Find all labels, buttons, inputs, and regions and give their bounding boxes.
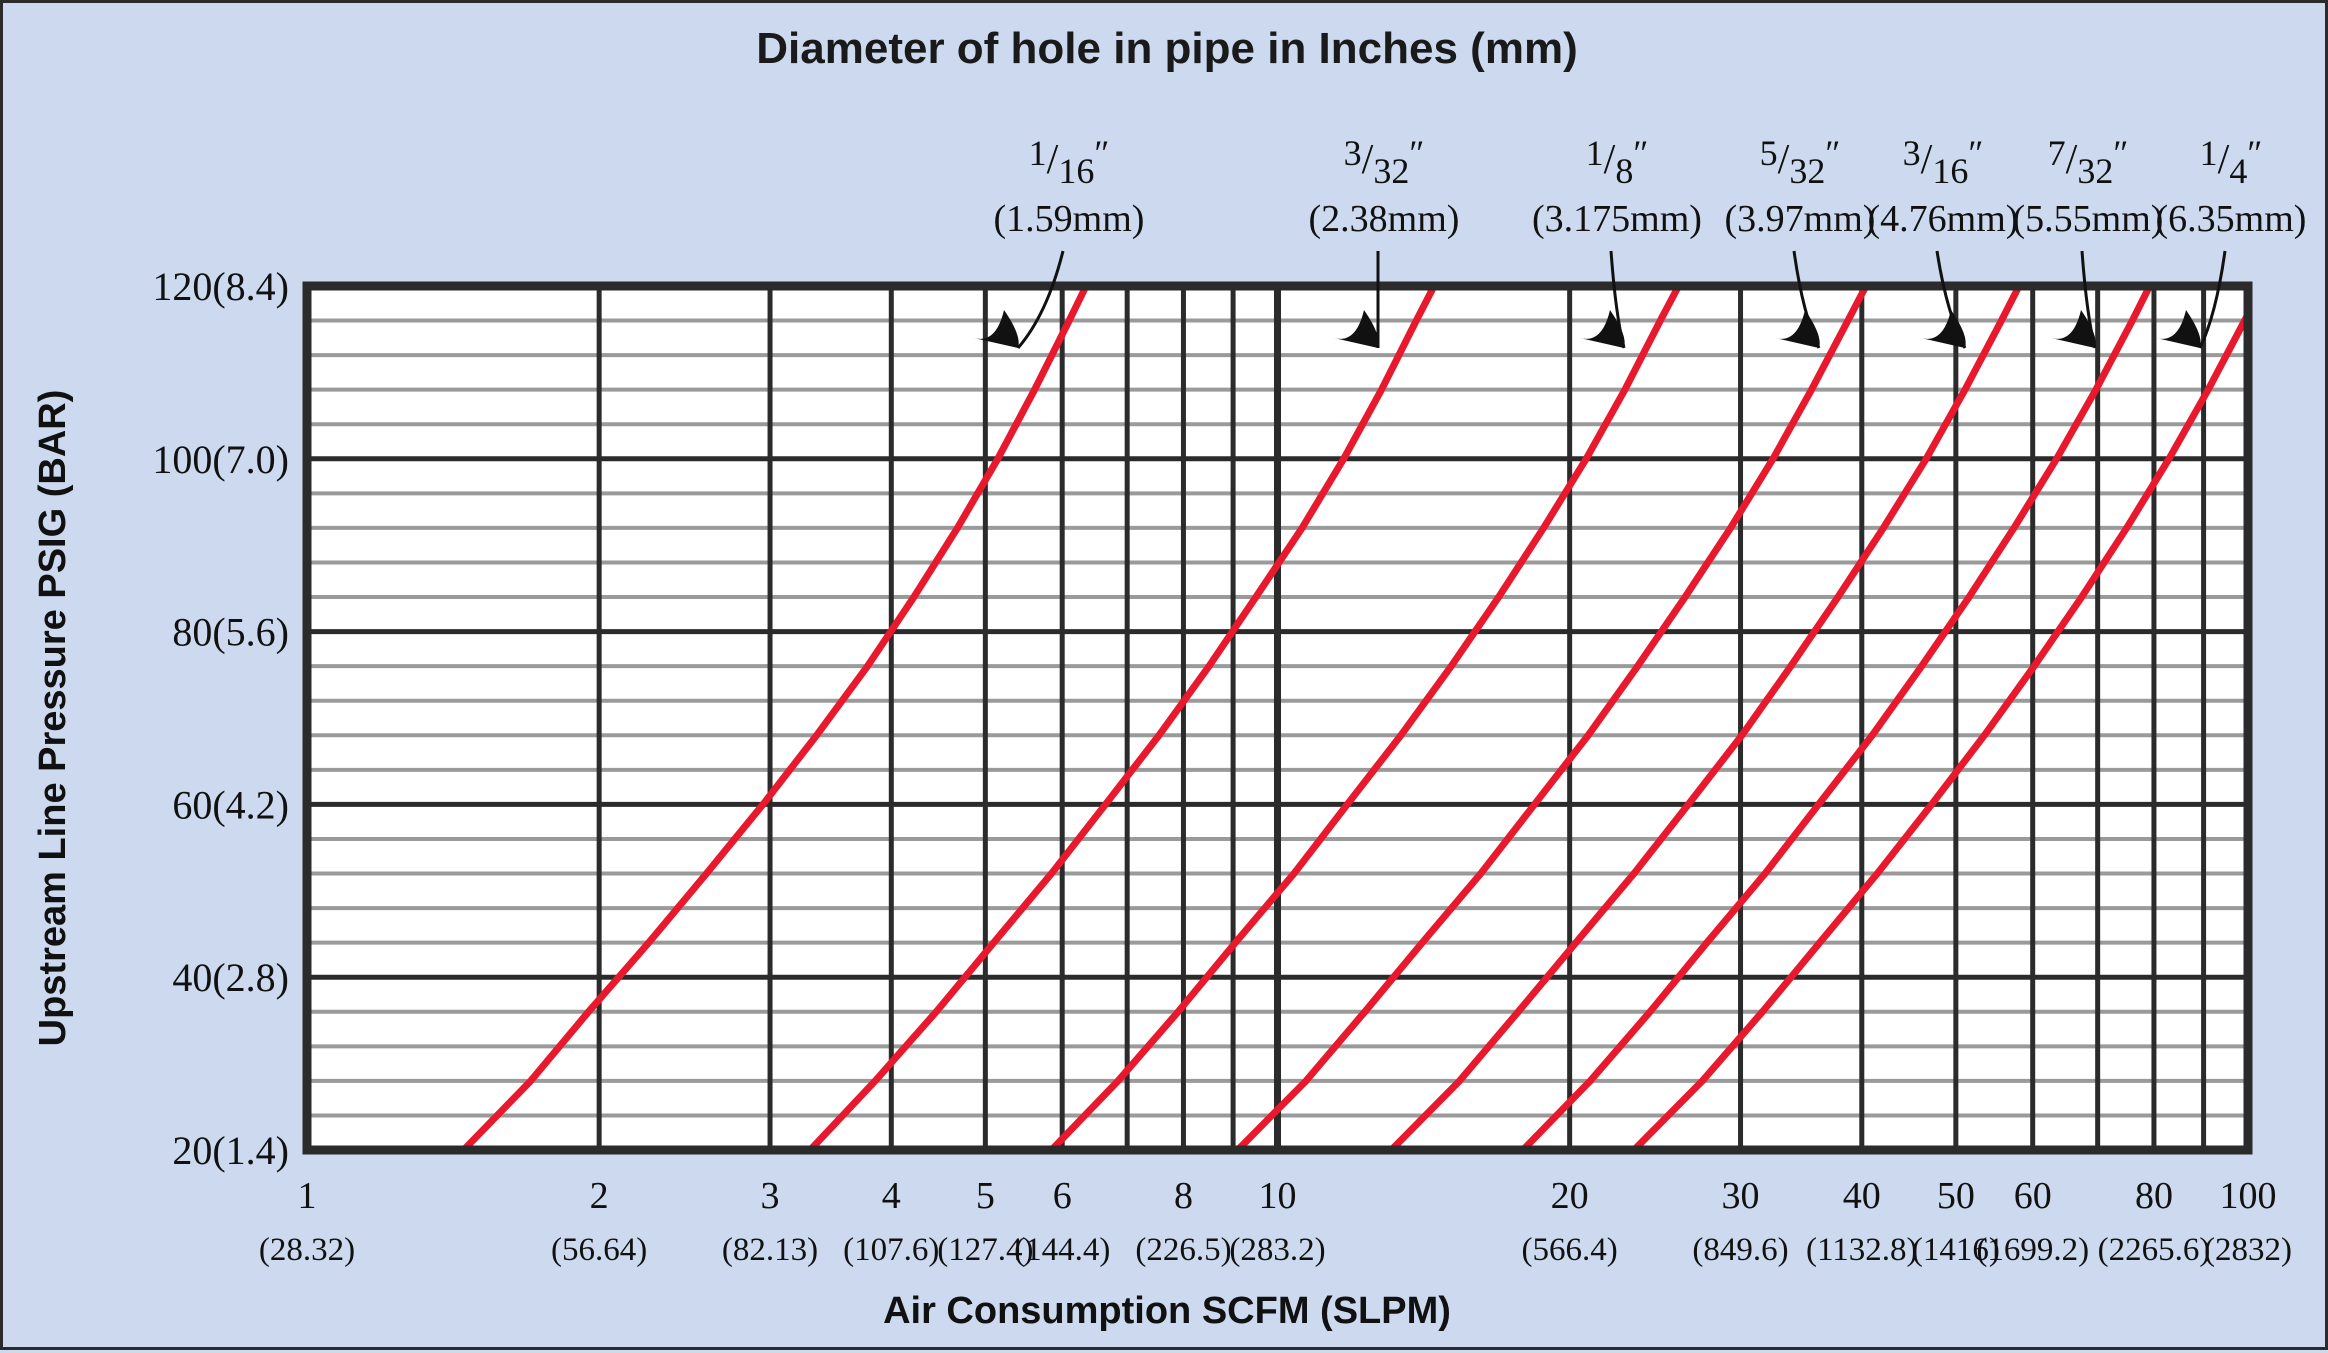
curve-1	[460, 286, 1090, 1150]
series-fraction-label-2: 3/32″	[1344, 133, 1425, 191]
x-tick-label-7: 10	[1259, 1175, 1297, 1217]
series-mm-label-7: (6.35mm)	[2156, 198, 2307, 240]
series-arrowhead-5	[1921, 310, 1966, 348]
series-arrowhead-7	[2156, 310, 2201, 348]
curve-2	[806, 286, 1438, 1150]
y-tick-label-2: 80(5.6)	[172, 610, 289, 655]
x-tick-label-10: 40	[1843, 1175, 1881, 1217]
x-tick-sublabel-0: (28.32)	[259, 1232, 355, 1268]
series-mm-label-4: (3.97mm)	[1725, 198, 1876, 240]
air-consumption-chart: Diameter of hole in pipe in Inches (mm) 1…	[32, 24, 2307, 1332]
x-tick-sublabel-13: (2265.6)	[2098, 1232, 2211, 1268]
x-tick-sublabel-14: (2832)	[2204, 1232, 2292, 1268]
y-tick-label-1: 100(7.0)	[152, 437, 289, 482]
series-arrowhead-3	[1580, 310, 1625, 348]
y-tick-label-4: 40(2.8)	[172, 955, 289, 1000]
series-fraction-label-6: 7/32″	[2048, 133, 2129, 191]
series-leader-line-7	[2198, 250, 2227, 349]
x-tick-label-9: 30	[1722, 1175, 1760, 1217]
series-mm-label-3: (3.175mm)	[1532, 198, 1702, 240]
y-tick-label-5: 20(1.4)	[172, 1128, 289, 1173]
x-tick-label-3: 4	[882, 1175, 901, 1217]
x-tick-label-11: 50	[1937, 1175, 1975, 1217]
x-tick-label-13: 80	[2135, 1175, 2173, 1217]
y-axis-title: Upstream Line Pressure PSIG (BAR)	[32, 390, 74, 1047]
x-tick-sublabel-3: (107.6)	[843, 1232, 939, 1268]
series-fraction-label-4: 5/32″	[1760, 133, 1841, 191]
x-tick-sublabel-7: (283.2)	[1229, 1232, 1325, 1268]
x-tick-label-8: 20	[1551, 1175, 1589, 1217]
x-axis-title: Air Consumption SCFM (SLPM)	[883, 1290, 1451, 1332]
y-tick-label-3: 60(4.2)	[172, 782, 289, 827]
x-tick-label-0: 1	[298, 1175, 317, 1217]
series-mm-label-2: (2.38mm)	[1309, 198, 1460, 240]
x-tick-sublabel-8: (566.4)	[1522, 1232, 1618, 1268]
x-tick-label-4: 5	[976, 1175, 995, 1217]
series-arrowhead-2	[1334, 310, 1379, 348]
series-arrowhead-4	[1775, 310, 1820, 348]
series-arrowhead-6	[2051, 310, 2096, 348]
series-fraction-label-1: 1/16″	[1029, 133, 1110, 191]
x-tick-sublabel-5: (144.4)	[1014, 1232, 1110, 1268]
series-mm-label-6: (5.55mm)	[2013, 198, 2164, 240]
series-arrowhead-1	[974, 310, 1019, 348]
x-tick-sublabel-1: (56.64)	[551, 1232, 647, 1268]
curve-4	[1234, 286, 1870, 1150]
series-fraction-label-7: 1/4″	[2200, 133, 2263, 191]
x-tick-sublabel-11: (1416)	[1912, 1232, 2000, 1268]
x-tick-label-14: 100	[2220, 1175, 2277, 1217]
curve-6	[1519, 286, 2154, 1150]
x-tick-label-12: 60	[2014, 1175, 2052, 1217]
x-tick-sublabel-6: (226.5)	[1135, 1232, 1231, 1268]
y-tick-label-0: 120(8.4)	[152, 264, 289, 309]
series-mm-label-5: (4.76mm)	[1868, 198, 2019, 240]
curve-5	[1387, 286, 2023, 1150]
x-tick-label-6: 8	[1174, 1175, 1193, 1217]
x-tick-sublabel-2: (82.13)	[722, 1232, 818, 1268]
curve-7	[1630, 306, 2248, 1150]
curve-3	[1048, 286, 1683, 1150]
x-tick-label-1: 2	[590, 1175, 609, 1217]
chart-title: Diameter of hole in pipe in Inches (mm)	[756, 24, 1577, 73]
x-tick-sublabel-10: (1132.8)	[1806, 1232, 1918, 1268]
series-fraction-label-5: 3/16″	[1903, 133, 1984, 191]
x-tick-sublabel-12: (1699.2)	[1976, 1232, 2089, 1268]
series-leader-line-1	[1016, 250, 1065, 349]
x-tick-sublabel-4: (127.4)	[937, 1232, 1033, 1268]
series-fraction-label-3: 1/8″	[1586, 133, 1649, 191]
series-mm-label-1: (1.59mm)	[994, 198, 1145, 240]
x-tick-sublabel-9: (849.6)	[1692, 1232, 1788, 1268]
x-tick-label-2: 3	[761, 1175, 780, 1217]
plot-border	[302, 281, 2253, 1155]
x-tick-label-5: 6	[1053, 1175, 1072, 1217]
